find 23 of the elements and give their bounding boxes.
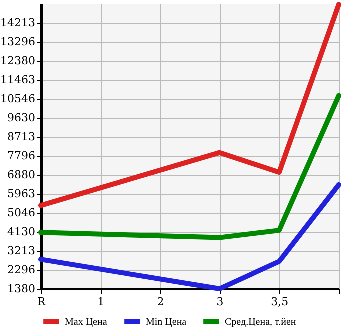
y-tick-label: 13296 — [0, 36, 36, 49]
y-tick-label: 1380 — [8, 282, 36, 296]
y-tick-label: 4130 — [8, 226, 36, 238]
y-tick-label: 2296 — [8, 264, 36, 277]
x-tick-label: 2 — [157, 296, 164, 308]
legend-label: Min Цена — [146, 316, 188, 328]
y-tick-label: 6880 — [8, 168, 36, 182]
y-tick-label: 11463 — [0, 74, 36, 87]
y-tick-label: 7796 — [8, 150, 36, 163]
y-tick-label: 9630 — [8, 112, 36, 124]
y-tick-label: 14213 — [0, 16, 36, 30]
y-tick-label: 8713 — [8, 130, 36, 144]
y-tick-label: 3213 — [8, 244, 36, 258]
x-tick-label: R — [37, 296, 46, 308]
x-tick-label: 3,5 — [271, 296, 289, 308]
x-tick-label: 1 — [98, 296, 105, 308]
legend-label: Max Цена — [65, 316, 108, 328]
legend-label: Сред.Цена, т.йен — [225, 316, 297, 328]
y-tick-label: 10546 — [0, 92, 36, 106]
y-tick-label: 5963 — [8, 188, 36, 201]
x-tick-label: 3 — [216, 296, 224, 308]
y-tick-label: 12380 — [0, 54, 36, 68]
y-tick-label: 5046 — [8, 206, 36, 220]
